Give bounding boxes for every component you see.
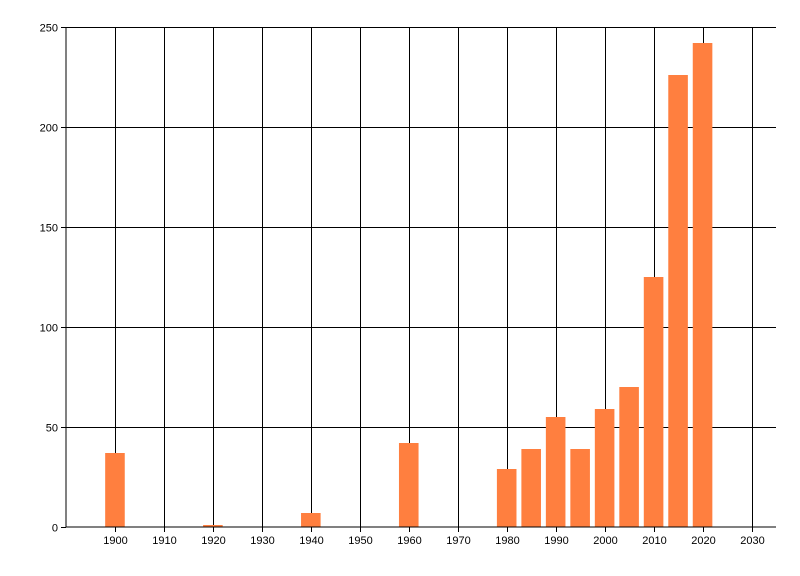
axes bbox=[65, 27, 776, 528]
bar-2020 bbox=[692, 43, 713, 527]
y-tick-label: 150 bbox=[40, 223, 58, 235]
x-tick-label: 1900 bbox=[103, 535, 127, 547]
y-axis-ticks: 0 50 100 150 200 250 bbox=[40, 23, 66, 535]
bar-2010 bbox=[643, 277, 664, 527]
bar-2000 bbox=[594, 409, 615, 527]
y-tick-label: 250 bbox=[40, 23, 58, 35]
y-tick-label: 50 bbox=[46, 423, 58, 435]
bar-1980 bbox=[496, 469, 517, 527]
x-tick-label: 1930 bbox=[250, 535, 274, 547]
bar-1960 bbox=[398, 443, 419, 527]
bar-1900 bbox=[105, 453, 125, 527]
x-tick-label: 1960 bbox=[397, 535, 421, 547]
x-tick-label: 1920 bbox=[201, 535, 225, 547]
x-tick-label: 1970 bbox=[446, 535, 470, 547]
bar-1940 bbox=[301, 513, 321, 527]
x-axis-ticks: 1900 1910 1920 1930 1940 1950 1960 1970 1980 1990… bbox=[103, 527, 765, 547]
x-tick-label: 1910 bbox=[152, 535, 176, 547]
bars bbox=[105, 43, 713, 527]
bar-1995 bbox=[570, 449, 590, 527]
x-tick-label: 1950 bbox=[348, 535, 372, 547]
y-tick-label: 200 bbox=[40, 123, 58, 135]
x-tick-label: 1940 bbox=[299, 535, 323, 547]
x-tick-label: 1990 bbox=[544, 535, 568, 547]
x-tick-label: 2010 bbox=[642, 535, 666, 547]
y-tick-label: 100 bbox=[40, 323, 58, 335]
bar-1985 bbox=[521, 449, 541, 527]
bar-2005 bbox=[619, 387, 639, 527]
bar-1990 bbox=[545, 417, 566, 527]
bar-1920 bbox=[203, 525, 223, 527]
y-tick-label: 0 bbox=[52, 523, 58, 535]
bar-2015 bbox=[668, 75, 688, 527]
x-tick-label: 1980 bbox=[495, 535, 519, 547]
x-tick-label: 2020 bbox=[691, 535, 715, 547]
x-tick-label: 2000 bbox=[593, 535, 617, 547]
x-tick-label: 2030 bbox=[740, 535, 764, 547]
